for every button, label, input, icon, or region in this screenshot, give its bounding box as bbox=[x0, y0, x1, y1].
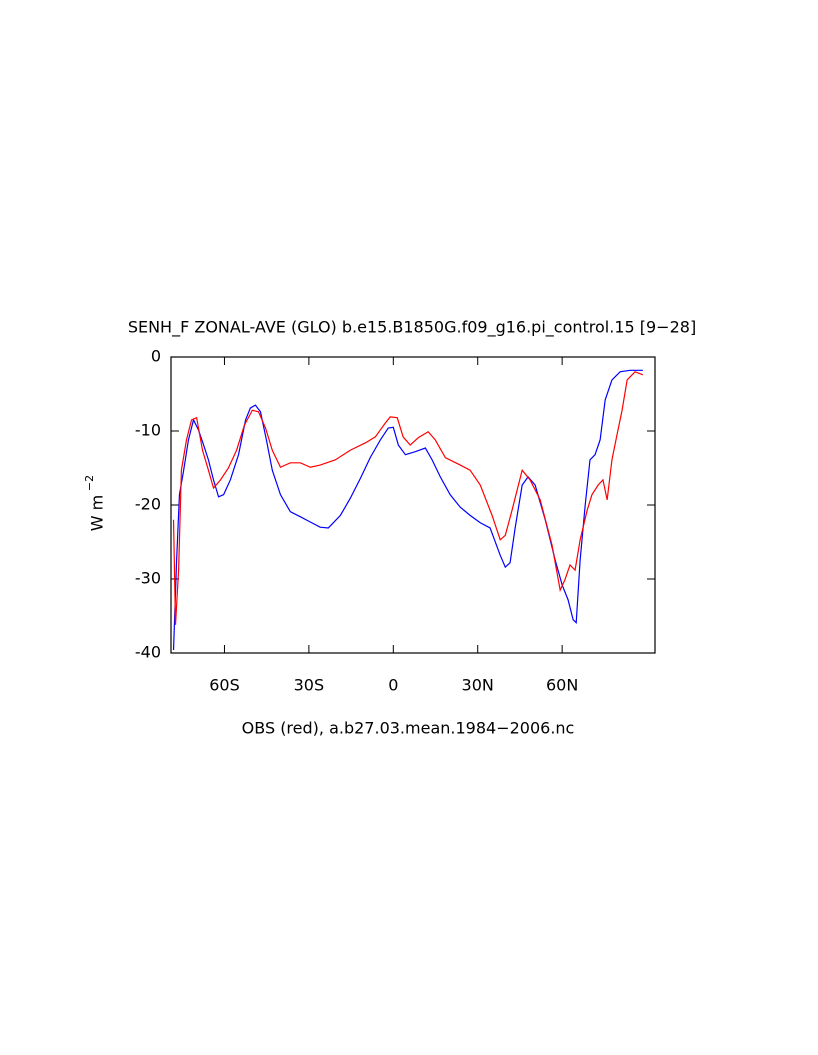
y-label-text: W m bbox=[88, 495, 107, 532]
y-tick-label: -40 bbox=[135, 643, 161, 662]
plot-frame bbox=[170, 356, 656, 654]
x-axis-label: OBS (red), a.b27.03.mean.1984−2006.nc bbox=[242, 719, 575, 738]
x-tick-label: 60N bbox=[546, 676, 578, 695]
x-tick-label: 60S bbox=[209, 676, 240, 695]
chart-title: SENH_F ZONAL-AVE (GLO) b.e15.B1850G.f09_… bbox=[128, 318, 696, 338]
y-axis-label: W m −2 bbox=[83, 475, 107, 531]
x-tick-label: 0 bbox=[388, 676, 398, 695]
y-tick-label: 0 bbox=[151, 347, 161, 366]
y-label-exponent: −2 bbox=[83, 475, 96, 491]
series-line bbox=[172, 369, 643, 651]
series-line bbox=[172, 371, 644, 625]
y-tick-label: -20 bbox=[135, 495, 161, 514]
x-tick-label: 30S bbox=[294, 676, 325, 695]
y-tick-label: -30 bbox=[135, 569, 161, 588]
x-tick-label: 30N bbox=[462, 676, 494, 695]
y-tick-label: -10 bbox=[135, 421, 161, 440]
